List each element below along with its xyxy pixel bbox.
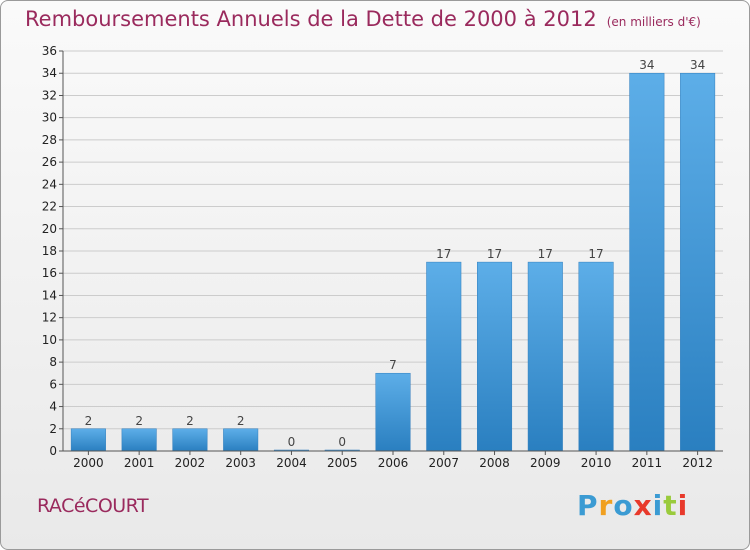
y-tick-label: 0: [49, 444, 57, 458]
y-tick-label: 6: [49, 377, 57, 391]
bar-value-label: 0: [338, 435, 346, 449]
y-tick-label: 26: [42, 155, 57, 169]
bar-value-label: 0: [288, 435, 296, 449]
bar-value-label: 7: [389, 358, 397, 372]
bar: [477, 261, 513, 452]
x-tick-label: 2002: [175, 456, 206, 470]
bar: [578, 261, 614, 452]
y-tick-label: 32: [42, 88, 57, 102]
x-tick-label: 2000: [73, 456, 104, 470]
bar-value-label: 2: [85, 414, 93, 428]
bar-value-label: 2: [186, 414, 194, 428]
bar-value-label: 17: [436, 247, 451, 261]
y-tick-label: 18: [42, 244, 57, 258]
bar: [680, 72, 716, 452]
x-tick-label: 2008: [479, 456, 510, 470]
logo-letter: i: [677, 489, 689, 522]
logo-letter: r: [598, 489, 614, 522]
x-tick-label: 2005: [327, 456, 358, 470]
chart-title: Remboursements Annuels de la Dette de 20…: [25, 7, 701, 31]
y-tick-label: 28: [42, 133, 57, 147]
bar-value-label: 17: [538, 247, 553, 261]
y-tick-label: 2: [49, 422, 57, 436]
y-tick-label: 24: [42, 177, 57, 191]
logo-letter: P: [577, 489, 599, 522]
bar-value-label: 17: [487, 247, 502, 261]
bar: [223, 428, 259, 452]
logo-letter: t: [663, 489, 678, 522]
x-tick-label: 2004: [276, 456, 307, 470]
bars: 2 2 2 2 0 0 7 17 17 17 17 34 34: [70, 58, 716, 452]
chart-main-title: Remboursements Annuels de la Dette de 20…: [25, 7, 597, 31]
commune-name: RACéCOURT: [37, 495, 149, 517]
bar: [121, 428, 157, 452]
chart-unit-label: (en milliers d'€): [606, 15, 701, 29]
y-tick-label: 36: [42, 44, 57, 58]
y-tick-label: 22: [42, 200, 57, 214]
y-tick-label: 8: [49, 355, 57, 369]
logo-letter: x: [633, 489, 653, 522]
logo-letter: i: [652, 489, 664, 522]
x-tick-label: 2003: [225, 456, 256, 470]
logo-letter: o: [613, 489, 634, 522]
bar-value-label: 34: [690, 58, 705, 72]
y-tick-label: 10: [42, 333, 57, 347]
y-tick-label: 30: [42, 111, 57, 125]
x-tick-label: 2010: [581, 456, 612, 470]
y-tick-label: 14: [42, 288, 57, 302]
x-tick-label: 2006: [378, 456, 409, 470]
bar: [426, 261, 462, 452]
x-tick-label: 2011: [632, 456, 663, 470]
x-tick-label: 2012: [682, 456, 713, 470]
y-tick-label: 12: [42, 311, 57, 325]
x-tick-label: 2001: [124, 456, 155, 470]
y-tick-label: 4: [49, 400, 57, 414]
bar: [629, 72, 665, 452]
bar-value-label: 2: [237, 414, 245, 428]
x-tick-label: 2009: [530, 456, 561, 470]
bar: [527, 261, 563, 452]
bar-value-label: 2: [135, 414, 143, 428]
y-tick-label: 16: [42, 266, 57, 280]
bar: [172, 428, 208, 452]
y-tick-label: 20: [42, 222, 57, 236]
bar-value-label: 34: [639, 58, 654, 72]
proxiti-logo: Proxiti: [577, 489, 697, 529]
bar: [70, 428, 106, 452]
bar-value-label: 17: [588, 247, 603, 261]
x-tick-label: 2007: [428, 456, 459, 470]
y-tick-label: 34: [42, 66, 57, 80]
bar: [375, 372, 411, 452]
